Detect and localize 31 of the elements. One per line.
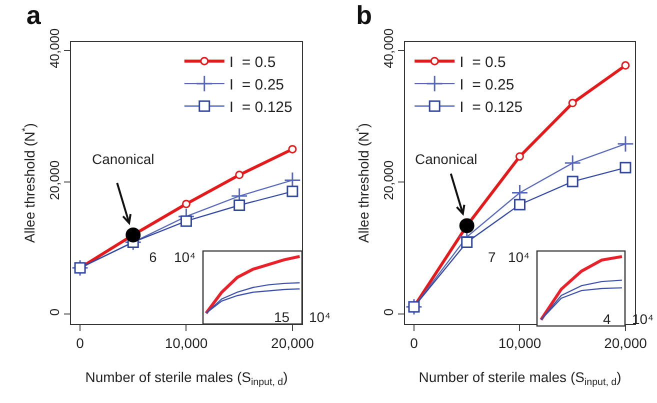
annotation: 6 (149, 249, 157, 265)
annotation: Canonical (92, 151, 154, 167)
text: 10⁴ (309, 309, 331, 325)
x-tick-label: 20,000 (604, 334, 648, 351)
x-tick-label: 10,000 (498, 334, 542, 351)
annotation: Canonical (415, 151, 478, 167)
y-tick-label: 40,000 (380, 28, 396, 68)
annotation: 10⁴ (508, 249, 530, 265)
x-axis-title: Number of sterile males (S$_{input, d}$) (418, 369, 622, 388)
legend-label: I = 0.125 (229, 98, 292, 116)
y-tick-label: 20,000 (46, 160, 62, 200)
annotation: 4 (603, 311, 611, 327)
x-tick-label: 0 (410, 334, 418, 351)
x-tick-label: 10,000 (164, 334, 208, 351)
y-tick-label: 20,000 (380, 160, 396, 200)
chart-title: a (26, 0, 42, 30)
legend-label: I = 0.25 (229, 76, 284, 94)
legend-label: I = 0.5 (229, 54, 276, 71)
x-tick-label: 0 (76, 334, 84, 351)
x-axis-title: Number of sterile males (S$_{input, d}$) (85, 369, 288, 388)
annotation: 15 (274, 309, 290, 325)
annotation: 7 (488, 249, 496, 265)
y-tick-label: 0 (46, 308, 62, 316)
chart-title: b (356, 0, 372, 30)
legend-label: I = 0.125 (460, 98, 523, 116)
y-tick-label: 0 (380, 308, 396, 316)
annotation: 10⁴ (174, 249, 196, 265)
legend-label: I = 0.25 (460, 76, 514, 94)
y-tick-label: 40,000 (46, 28, 62, 68)
legend-label: I = 0.5 (460, 54, 506, 71)
x-tick-label: 20,000 (271, 334, 314, 351)
